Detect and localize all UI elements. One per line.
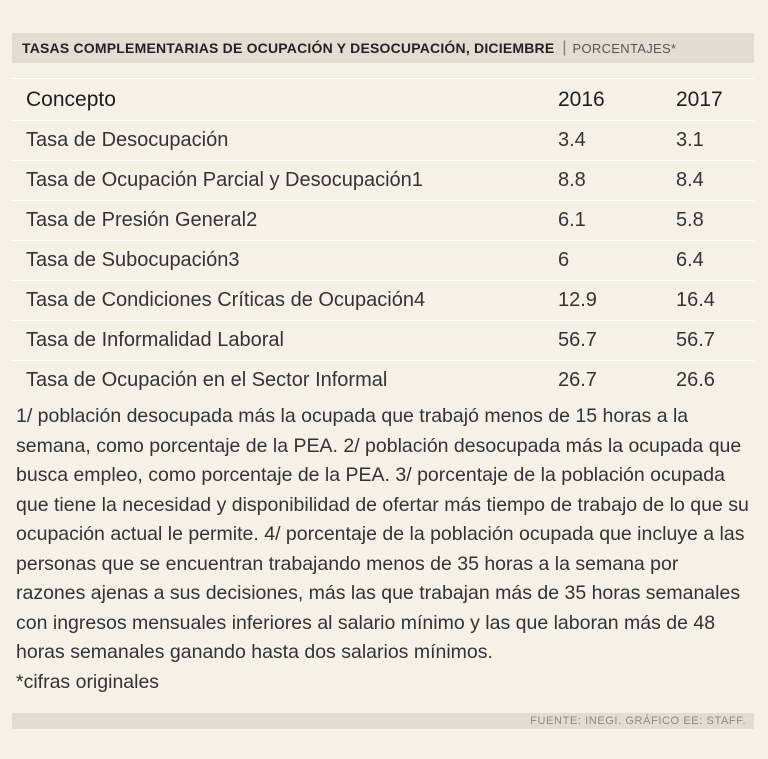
row-label: Tasa de Desocupación	[26, 129, 229, 151]
value-2017: 5.8	[676, 209, 704, 231]
value-2017: 26.6	[676, 369, 715, 391]
row-label: Tasa de Presión General2	[26, 209, 258, 231]
row-label: Tasa de Subocupación3	[26, 249, 240, 271]
table-row: Tasa de Presión General2 6.1 5.8	[12, 200, 754, 240]
table-row: Tasa de Subocupación3 6 6.4	[12, 240, 754, 280]
table-row: Tasa de Ocupación en el Sector Informal …	[12, 360, 754, 400]
footnotes: 1/ población desocupada más la ocupada q…	[16, 402, 751, 697]
value-2016: 26.7	[558, 369, 597, 391]
column-header-2016: 2016	[558, 87, 605, 111]
value-2017: 56.7	[676, 329, 715, 351]
source-credit: FUENTE: INEGI. GRÁFICO EE: STAFF.	[530, 715, 746, 727]
value-2016: 3.4	[558, 129, 586, 151]
table-row: Tasa de Desocupación 3.4 3.1	[12, 120, 754, 160]
table-row: Tasa de Ocupación Parcial y Desocupación…	[12, 160, 754, 200]
title-separator: |	[562, 39, 567, 56]
row-label: Tasa de Ocupación en el Sector Informal	[26, 369, 388, 391]
table-row: Tasa de Condiciones Críticas de Ocupació…	[12, 280, 754, 320]
value-2017: 8.4	[676, 169, 704, 191]
value-2016: 6.1	[558, 209, 586, 231]
chart-title: TASAS COMPLEMENTARIAS DE OCUPACIÓN Y DES…	[22, 40, 555, 56]
chart-subtitle: PORCENTAJES*	[572, 40, 677, 56]
value-2017: 3.1	[676, 129, 704, 151]
title-bar: TASAS COMPLEMENTARIAS DE OCUPACIÓN Y DES…	[12, 33, 754, 63]
value-2016: 12.9	[558, 289, 597, 311]
data-table: Concepto 2016 2017 Tasa de Desocupación …	[12, 78, 754, 400]
footnote-original-figures: *cifras originales	[16, 670, 160, 693]
value-2017: 6.4	[676, 249, 704, 271]
row-label: Tasa de Informalidad Laboral	[26, 329, 284, 351]
table-row: Tasa de Informalidad Laboral 56.7 56.7	[12, 320, 754, 360]
footnote-definitions: 1/ población desocupada más la ocupada q…	[16, 405, 749, 663]
value-2016: 56.7	[558, 329, 597, 351]
value-2016: 8.8	[558, 169, 586, 191]
row-label: Tasa de Ocupación Parcial y Desocupación…	[26, 169, 423, 191]
column-header-concepto: Concepto	[26, 87, 116, 111]
source-bar	[12, 713, 754, 729]
column-header-2017: 2017	[676, 87, 723, 111]
row-label: Tasa de Condiciones Críticas de Ocupació…	[26, 289, 426, 311]
value-2016: 6	[558, 249, 570, 271]
value-2017: 16.4	[676, 289, 715, 311]
table-header-row: Concepto 2016 2017	[12, 78, 754, 120]
